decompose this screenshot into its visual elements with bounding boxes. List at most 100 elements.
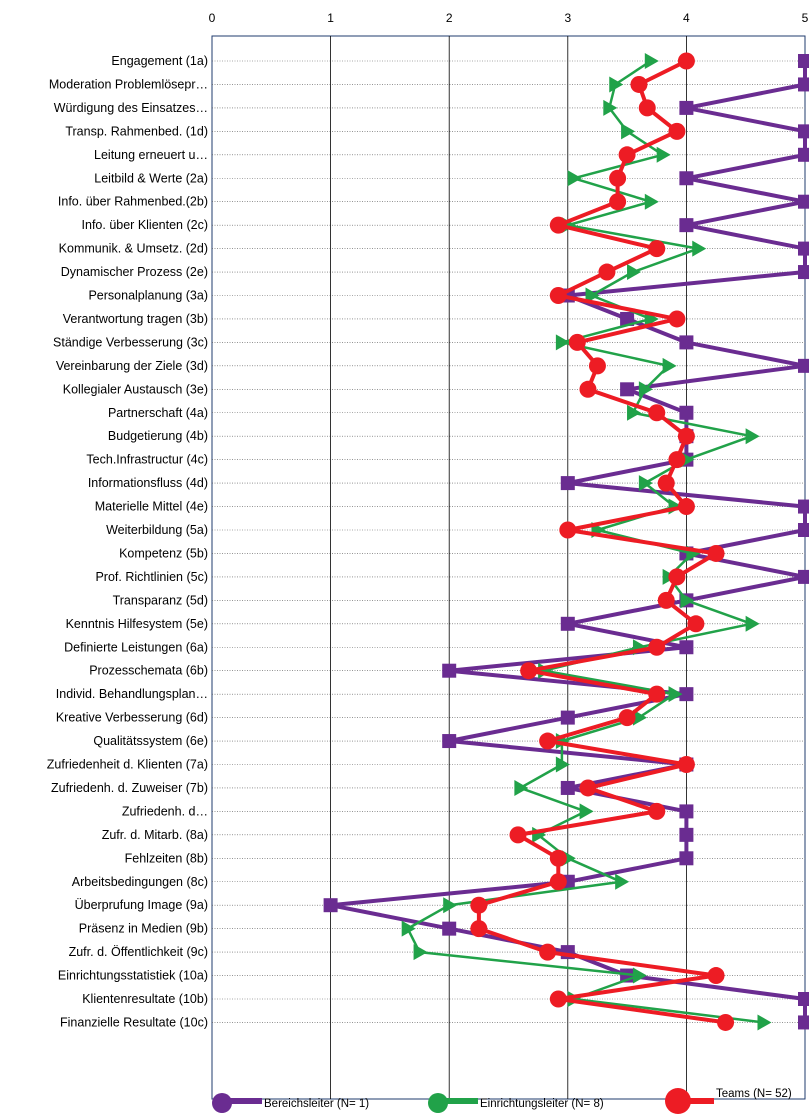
category-label: Qualitätssystem (6e): [93, 734, 208, 748]
series-layer: [323, 52, 809, 1031]
x-tick-label: 0: [209, 11, 216, 25]
data-point-triangle: [627, 404, 642, 421]
x-tick-label: 2: [446, 11, 453, 25]
data-point-square: [798, 499, 809, 514]
data-point-circle: [707, 544, 725, 562]
category-label: Partnerschaft (4a): [108, 406, 208, 420]
data-point-circle: [559, 521, 577, 539]
data-point-triangle: [638, 475, 653, 492]
data-point-circle: [539, 732, 557, 750]
data-point-circle: [549, 287, 567, 304]
data-point-square: [679, 851, 694, 866]
data-point-circle: [618, 709, 636, 727]
data-point-circle: [648, 638, 666, 656]
category-label: Arbeitsbedingungen (8c): [72, 875, 208, 889]
category-label: Leitbild & Werte (2a): [94, 171, 208, 185]
data-point-square: [679, 405, 694, 420]
legend-item: Einrichtungsleiter (N= 8): [428, 1093, 604, 1113]
category-label: Einrichtungsstatistiek (10a): [58, 969, 208, 983]
data-point-square: [679, 100, 694, 115]
data-point-circle: [648, 685, 666, 703]
plot-frame: [211, 35, 806, 1100]
data-point-triangle: [609, 76, 624, 93]
category-label: Präsenz in Medien (9b): [79, 922, 208, 936]
legend-item: Bereichsleiter (N= 1): [212, 1093, 369, 1113]
data-point-triangle: [401, 920, 416, 937]
category-labels: Engagement (1a) Moderation Problemlösepr……: [47, 54, 208, 1029]
x-tick-label: 3: [564, 11, 571, 25]
data-point-square: [798, 241, 809, 256]
category-label: Definierte Leistungen (6a): [64, 640, 208, 654]
data-point-square: [679, 171, 694, 186]
x-tick-label: 1: [327, 11, 334, 25]
data-point-square: [620, 382, 635, 397]
category-label: Weiterbildung (5a): [106, 523, 208, 537]
category-label: Zufriedenh. d. Zuweiser (7b): [51, 781, 208, 795]
category-label: Transp. Rahmenbed. (1d): [65, 124, 208, 138]
data-point-square: [798, 77, 809, 92]
data-point-square: [798, 194, 809, 209]
legend-swatch-marker: [212, 1093, 232, 1113]
category-label: Kenntnis Hilfesystem (5e): [66, 617, 208, 631]
category-label: Würdigung des Einsatzes…: [54, 101, 208, 115]
data-point-square: [679, 687, 694, 702]
data-point-triangle: [745, 615, 760, 632]
category-label: Finanzielle Resultate (10c): [60, 1015, 208, 1029]
category-label: Vereinbarung der Ziele (3d): [56, 359, 208, 373]
data-point-triangle: [656, 146, 671, 163]
data-point-circle: [549, 849, 567, 867]
data-point-square: [560, 476, 575, 491]
data-point-circle: [668, 122, 686, 140]
data-point-triangle: [585, 287, 600, 304]
data-point-circle: [707, 967, 725, 985]
data-point-square: [560, 616, 575, 631]
legend-swatch-line: [222, 1098, 262, 1104]
data-point-triangle: [757, 1014, 772, 1031]
data-point-triangle: [579, 803, 594, 820]
data-point-triangle: [632, 967, 647, 984]
category-label: Fehlzeiten (8b): [125, 851, 208, 865]
legend-swatch-line: [438, 1098, 478, 1104]
data-point-square: [560, 710, 575, 725]
data-point-circle: [549, 990, 567, 1008]
data-point-square: [798, 147, 809, 162]
category-label: Engagement (1a): [111, 54, 208, 68]
category-label: Zufr. d. Mitarb. (8a): [102, 828, 208, 842]
data-point-circle: [568, 333, 586, 351]
data-point-circle: [668, 451, 686, 469]
data-point-circle: [470, 896, 488, 914]
data-point-circle: [579, 779, 597, 797]
data-point-square: [442, 734, 457, 749]
category-label: Moderation Problemlösepr…: [49, 77, 208, 91]
data-point-square: [323, 898, 338, 913]
data-point-square: [442, 921, 457, 936]
legend-label: Einrichtungsleiter (N= 8): [480, 1098, 604, 1110]
legend: Bereichsleiter (N= 1) Einrichtungsleiter …: [212, 1088, 792, 1114]
data-point-square: [798, 54, 809, 68]
category-label: Zufr. d. Öffentlichkeit (9c): [69, 945, 208, 959]
data-point-square: [798, 569, 809, 584]
data-point-triangle: [567, 991, 582, 1007]
data-point-square: [679, 827, 694, 842]
data-point-triangle: [555, 334, 570, 351]
data-point-circle: [657, 474, 675, 492]
data-point-circle: [588, 357, 606, 375]
data-point-circle: [579, 380, 597, 398]
data-point-triangle: [413, 944, 428, 961]
data-point-triangle: [514, 779, 529, 796]
category-label: Kreative Verbesserung (6d): [56, 711, 208, 725]
data-point-circle: [609, 193, 627, 211]
data-point-triangle: [668, 686, 683, 703]
legend-swatch-line: [684, 1098, 714, 1104]
data-point-circle: [509, 826, 527, 844]
category-label: Kompetenz (5b): [119, 546, 208, 560]
data-point-square: [560, 780, 575, 795]
data-point-circle: [549, 873, 567, 891]
data-point-triangle: [443, 897, 458, 914]
data-point-triangle: [615, 873, 630, 890]
series-circle: [470, 52, 735, 1031]
data-point-circle: [648, 404, 666, 422]
data-point-square: [620, 311, 635, 326]
data-point-circle: [609, 169, 627, 187]
